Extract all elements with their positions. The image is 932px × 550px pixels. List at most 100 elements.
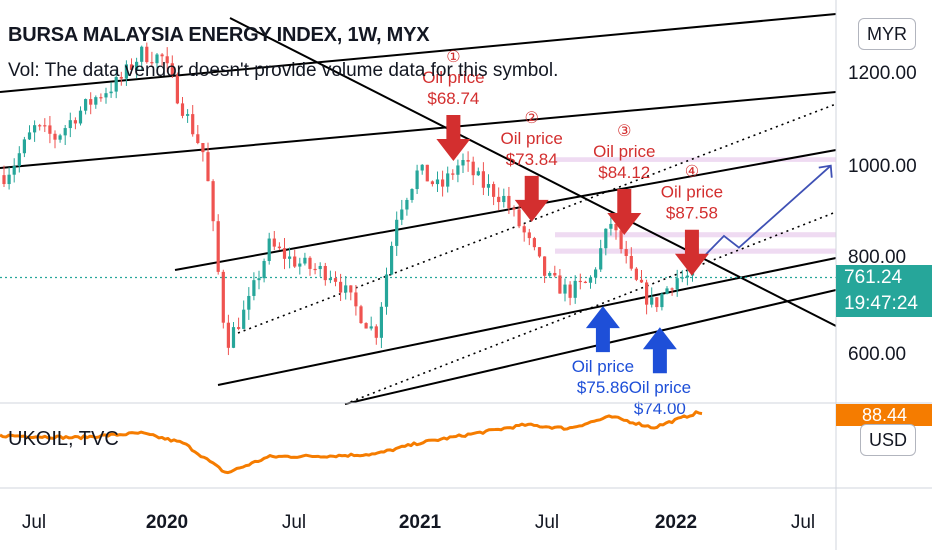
candle	[7, 174, 11, 185]
candle	[323, 265, 327, 281]
candle	[471, 161, 475, 176]
candle	[655, 297, 659, 308]
trend-line	[0, 91, 837, 169]
candle	[109, 91, 113, 94]
x-tick-label: 2022	[655, 512, 697, 533]
sell-arrow	[436, 114, 471, 161]
projection-arrowhead	[818, 164, 833, 178]
candle	[124, 64, 128, 79]
candle	[303, 257, 307, 264]
candle	[466, 159, 470, 162]
candle	[543, 256, 547, 276]
candle	[568, 284, 572, 298]
candle	[456, 165, 460, 175]
candle	[588, 277, 593, 283]
candle	[53, 133, 57, 140]
candle	[216, 221, 220, 272]
candle	[675, 278, 679, 290]
candle	[680, 277, 684, 279]
candle	[2, 175, 6, 185]
chart-title: BURSA MALAYSIA ENERGY INDEX, 1W, MYX	[8, 24, 430, 46]
candle	[84, 99, 88, 111]
candle	[420, 164, 424, 171]
candle	[573, 280, 577, 298]
sell-arrow	[514, 175, 549, 222]
candle	[425, 164, 429, 182]
candle	[231, 327, 236, 348]
candle	[191, 114, 195, 135]
candle	[660, 293, 664, 308]
candle	[650, 297, 654, 305]
indicator-last-value: 88.44	[836, 404, 932, 426]
candle	[364, 323, 368, 329]
candle	[486, 184, 491, 188]
annotation-value: $74.00	[634, 399, 686, 418]
candle	[390, 245, 394, 275]
candle	[548, 272, 552, 276]
candle	[277, 246, 281, 249]
candle	[201, 143, 205, 153]
annotation-value: $84.12	[598, 163, 650, 182]
candle	[333, 278, 338, 282]
candle	[186, 114, 190, 116]
annotation-label: Oil price	[501, 129, 563, 148]
candle	[262, 260, 266, 279]
candle	[410, 189, 414, 200]
candle	[226, 322, 230, 348]
candle	[27, 132, 32, 140]
candle	[614, 223, 618, 231]
candle	[634, 268, 638, 280]
candle	[379, 306, 383, 338]
candle	[405, 199, 409, 210]
candle	[313, 268, 317, 271]
candle	[73, 120, 77, 124]
candle	[359, 306, 363, 324]
candle	[594, 269, 598, 278]
candle	[665, 288, 669, 294]
sell-arrow	[674, 229, 709, 276]
candle	[685, 275, 689, 278]
annotation-value: $68.74	[427, 89, 479, 108]
candle	[140, 46, 144, 62]
candle	[129, 64, 134, 70]
candle	[354, 292, 358, 307]
candle	[272, 238, 276, 247]
candle	[94, 97, 98, 105]
candle	[537, 247, 542, 257]
indicator-currency-button[interactable]: USD	[860, 424, 917, 456]
candle	[206, 152, 210, 182]
candle	[119, 77, 123, 79]
candle	[308, 257, 312, 269]
candle	[237, 327, 241, 329]
candle	[104, 93, 108, 98]
candle	[430, 181, 434, 185]
candle	[58, 135, 62, 140]
annotation-value: $75.86	[577, 378, 629, 397]
candle	[298, 263, 302, 267]
candle	[369, 326, 373, 329]
annotation-value: $87.58	[666, 204, 718, 223]
candle	[247, 295, 251, 310]
candle	[242, 309, 246, 329]
annotation-arrows: $68.74 Oil price ① $73.84 Oil price ② $84.12 Oi…	[422, 49, 723, 418]
annotation-label: Oil price	[661, 183, 723, 202]
candle	[558, 275, 562, 294]
candle	[68, 120, 72, 129]
annotation-value: $73.84	[506, 150, 558, 169]
annotation-marker: ②	[525, 110, 539, 127]
trend-line	[229, 17, 837, 327]
median-line	[344, 211, 837, 405]
candle	[78, 110, 83, 124]
candle	[578, 280, 582, 283]
candle	[446, 173, 450, 187]
candle	[135, 61, 139, 70]
candle	[553, 272, 557, 276]
ukoil-line	[0, 410, 703, 475]
candle	[492, 184, 496, 197]
annotation-marker: ④	[685, 164, 699, 181]
currency-button[interactable]: MYR	[858, 18, 916, 50]
x-tick-label: Jul	[535, 512, 559, 533]
candlestick-series	[2, 42, 695, 356]
candle	[38, 125, 42, 127]
